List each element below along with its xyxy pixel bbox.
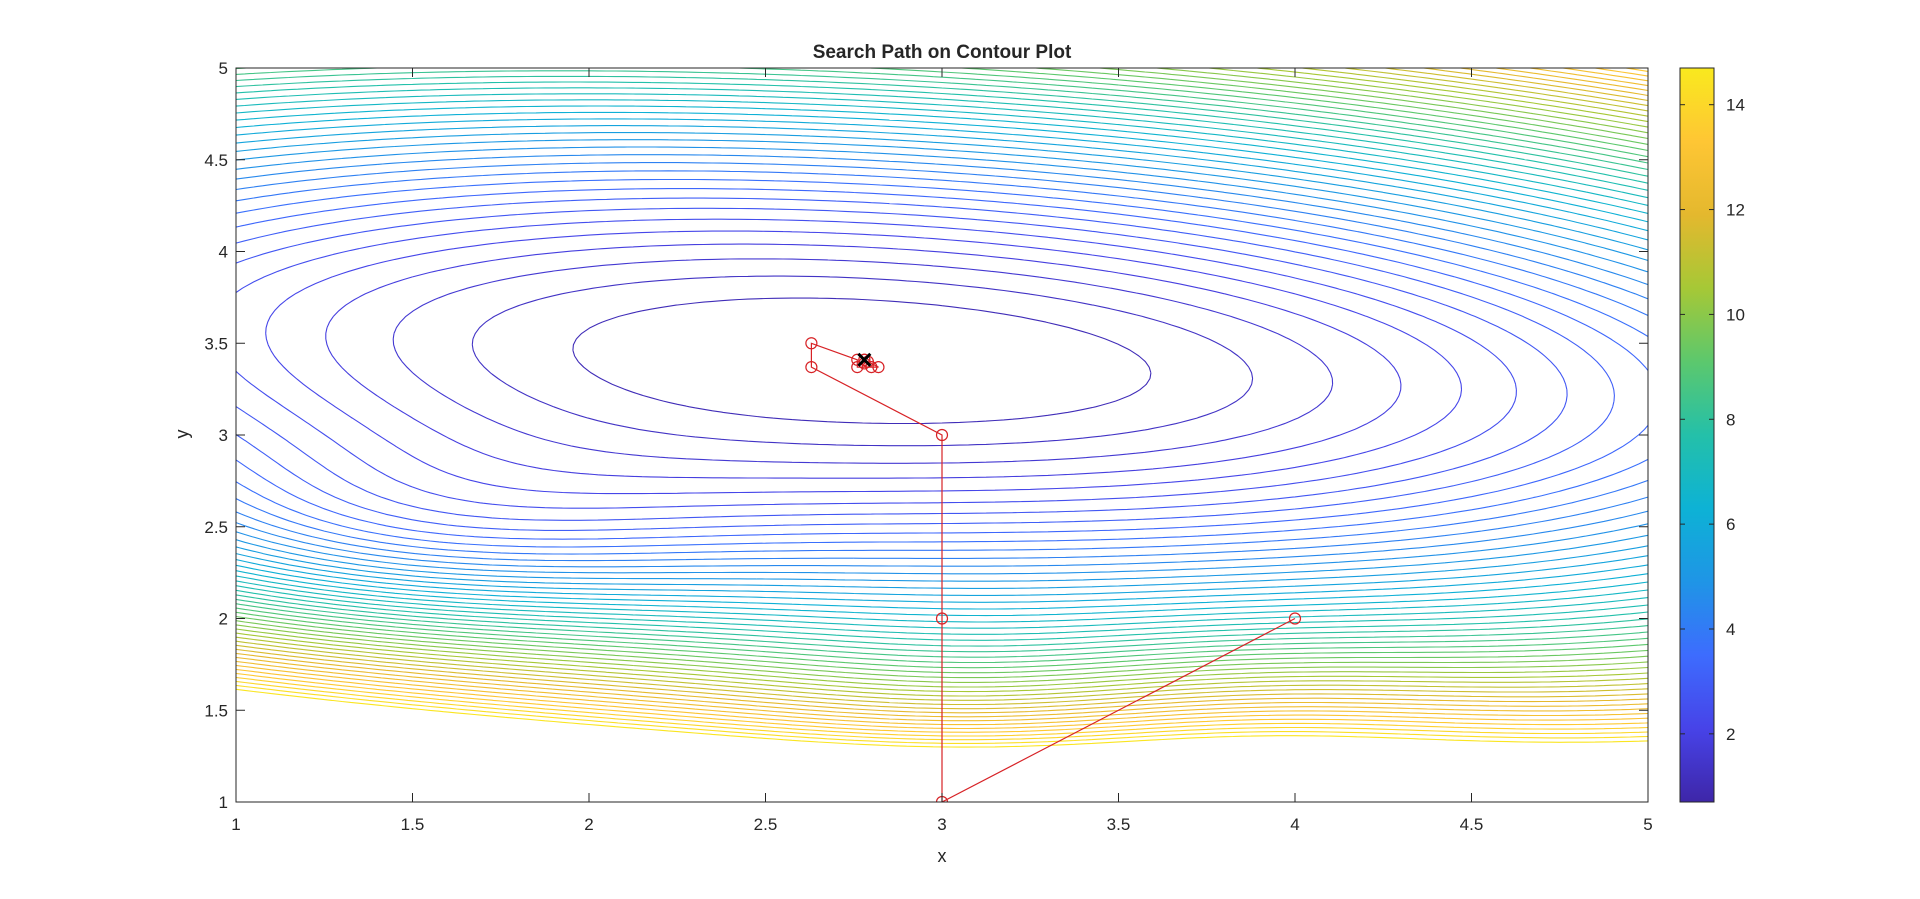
contour-level-line bbox=[236, 111, 1648, 610]
search-path-point bbox=[935, 428, 949, 442]
contour-level-line bbox=[236, 68, 1648, 679]
contour-level-line bbox=[325, 243, 1402, 479]
contour-level-line bbox=[236, 68, 1648, 669]
contour-level-line bbox=[236, 131, 1648, 589]
contour-level-line bbox=[236, 93, 1648, 629]
x-tick-label: 1 bbox=[231, 815, 240, 834]
y-axis-ticks: 1 1.5 2 2.5 3 3.5 4 4.5 5 bbox=[204, 59, 1648, 812]
contour-level-line bbox=[572, 297, 1152, 425]
colorbar-tick-label: 8 bbox=[1726, 410, 1735, 429]
contour-level-line bbox=[236, 207, 1568, 521]
y-tick-label: 2 bbox=[219, 610, 228, 629]
contour-level-line bbox=[236, 139, 1648, 582]
colorbar-tick-label: 10 bbox=[1726, 305, 1745, 324]
colorbar-tick-label: 6 bbox=[1726, 515, 1735, 534]
search-path-line bbox=[810, 342, 1296, 802]
contour-level-line bbox=[236, 68, 1648, 726]
search-path-point bbox=[858, 353, 871, 366]
optimum-x-marker bbox=[857, 352, 872, 367]
contour-level-line bbox=[236, 68, 1648, 664]
colorbar-tick-label: 4 bbox=[1726, 620, 1735, 639]
contour-level-line bbox=[236, 68, 1648, 718]
x-tick-label: 4 bbox=[1290, 815, 1299, 834]
contour-level-line bbox=[236, 688, 1648, 748]
contour-level-line bbox=[236, 68, 1648, 674]
y-tick-label: 4.5 bbox=[204, 151, 228, 170]
chart-title: Search Path on Contour Plot bbox=[813, 42, 1072, 63]
contour-level-line bbox=[236, 146, 1648, 575]
y-tick-label: 1.5 bbox=[204, 701, 228, 720]
colorbar-tick-label: 12 bbox=[1726, 201, 1745, 220]
contour-level-line bbox=[236, 68, 1648, 714]
contour-level-line bbox=[236, 178, 1648, 548]
contour-level-line bbox=[236, 197, 1615, 531]
x-tick-label: 3.5 bbox=[1107, 815, 1131, 834]
colorbar-tick-label: 2 bbox=[1726, 725, 1735, 744]
optimum-marker-group bbox=[857, 352, 872, 367]
y-tick-label: 4 bbox=[219, 243, 228, 262]
contour-level-line bbox=[236, 118, 1648, 603]
x-axis-label: x bbox=[938, 846, 947, 866]
search-path-point bbox=[872, 361, 885, 374]
contour-level-line bbox=[236, 68, 1648, 658]
colorbar-tick-label: 14 bbox=[1726, 96, 1745, 115]
contour-level-line bbox=[236, 684, 1648, 744]
contour-level-line bbox=[236, 68, 1648, 722]
contour-level-line bbox=[236, 680, 1648, 741]
contour-level-line bbox=[236, 170, 1648, 555]
x-tick-label: 1.5 bbox=[401, 815, 425, 834]
contour-lines bbox=[236, 68, 1648, 748]
contour-level-line bbox=[236, 68, 1648, 733]
contour-level-line bbox=[236, 68, 1648, 710]
contour-level-line bbox=[236, 676, 1648, 737]
search-path-point bbox=[805, 337, 818, 350]
contour-level-line bbox=[236, 68, 1648, 701]
contour-level-line bbox=[236, 99, 1648, 623]
contour-level-line bbox=[236, 218, 1517, 509]
x-tick-label: 5 bbox=[1643, 815, 1652, 834]
contour-level-line bbox=[236, 87, 1648, 635]
contour-level-line bbox=[236, 68, 1648, 693]
contour-level-line bbox=[471, 275, 1254, 447]
contour-level-line bbox=[236, 188, 1648, 540]
x-tick-label: 2.5 bbox=[754, 815, 778, 834]
contour-level-line bbox=[236, 70, 1648, 653]
y-tick-label: 3.5 bbox=[204, 334, 228, 353]
y-tick-label: 1 bbox=[219, 793, 228, 812]
contour-level-line bbox=[236, 154, 1648, 568]
x-tick-label: 2 bbox=[584, 815, 593, 834]
contour-level-line bbox=[236, 75, 1648, 647]
contour-level-line bbox=[236, 68, 1648, 706]
colorbar bbox=[1679, 67, 1715, 803]
x-tick-label: 4.5 bbox=[1460, 815, 1484, 834]
contour-level-line bbox=[265, 230, 1463, 495]
search-path-point bbox=[935, 612, 949, 625]
contour-level-line bbox=[236, 68, 1648, 683]
contour-level-line bbox=[236, 125, 1648, 596]
search-path-point bbox=[805, 361, 818, 374]
contour-level-line bbox=[236, 105, 1648, 617]
contour-level-line bbox=[236, 68, 1648, 688]
y-axis-label: y bbox=[172, 430, 192, 439]
contour-level-line bbox=[392, 258, 1334, 464]
y-tick-label: 3 bbox=[219, 426, 228, 445]
contour-level-line bbox=[236, 68, 1648, 697]
search-path-point bbox=[851, 361, 864, 374]
x-axis-ticks: 1 1.5 2 2.5 3 3.5 4 4.5 5 bbox=[231, 68, 1653, 834]
colorbar-ticks: 2 4 6 8 10 12 14 bbox=[1680, 96, 1745, 744]
contour-level-line bbox=[236, 68, 1648, 730]
contour-level-line bbox=[236, 81, 1648, 641]
search-path-point bbox=[1288, 612, 1302, 625]
y-tick-label: 5 bbox=[219, 59, 228, 78]
contour-level-line bbox=[236, 162, 1648, 562]
y-tick-label: 2.5 bbox=[204, 518, 228, 537]
x-tick-label: 3 bbox=[937, 815, 946, 834]
